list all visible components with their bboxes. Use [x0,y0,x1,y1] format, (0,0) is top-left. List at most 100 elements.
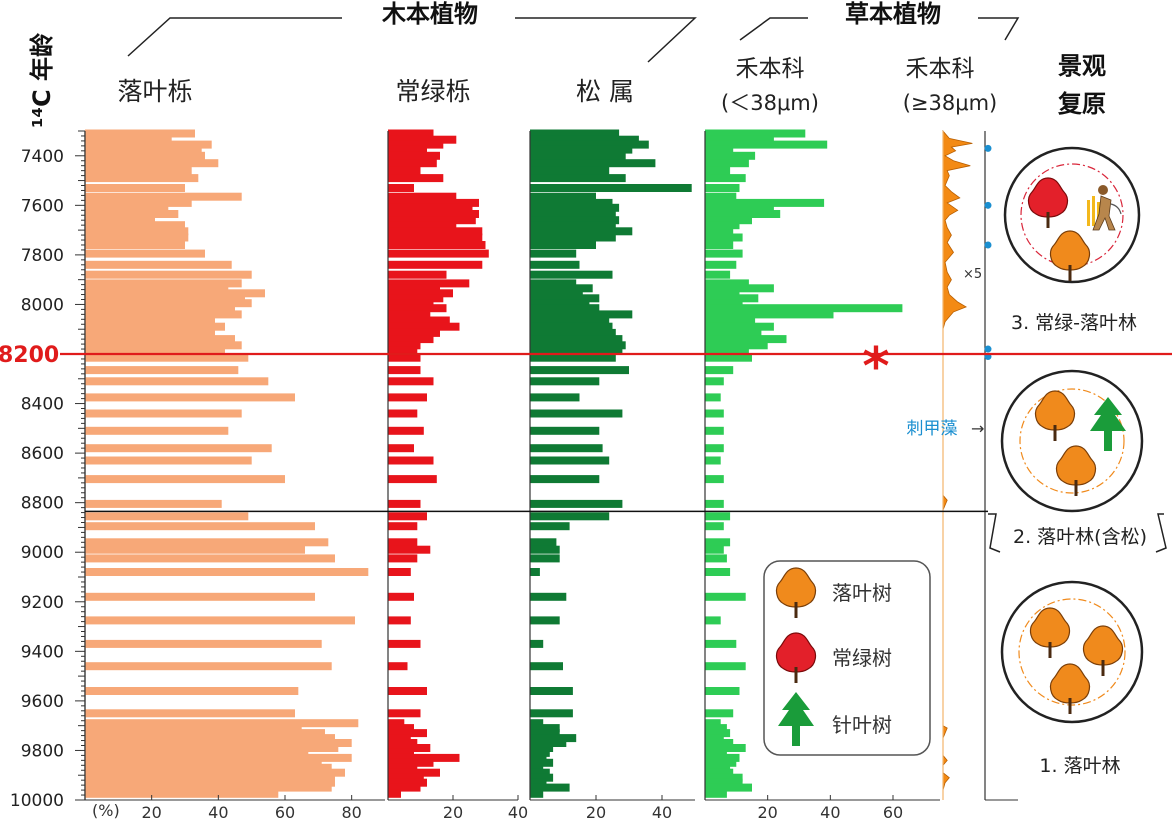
bar-pine [530,773,554,782]
bar-pine [530,294,600,303]
bar-evergreen [388,729,427,738]
bar-grass_small [705,592,746,601]
bar-grass_small [705,662,746,671]
legend: 落叶树 常绿树 针叶树 [763,560,931,756]
age-tick-label: 9000 [21,543,64,563]
bar-pine [530,241,596,249]
bar-deciduous [85,778,335,787]
bar-evergreen [388,554,418,563]
x-tick-label: 40 [820,803,840,821]
bar-grass_small [705,316,756,325]
bar-pine [530,409,623,418]
event-marker: * [862,337,889,397]
deciduous-tree-icon [1055,445,1097,496]
bar-evergreen [388,687,427,695]
landscape-zone-1: 1. 落叶林 [1000,580,1144,777]
bar-grass_small [705,393,721,402]
bar-grass_small [705,335,787,344]
bar-deciduous [85,294,245,303]
bar-pine [530,783,570,792]
bar-evergreen [388,341,421,350]
bar-deciduous [85,789,279,798]
bar-evergreen [388,538,418,547]
age-tick-label: 8000 [21,295,64,315]
bar-deciduous [85,744,339,752]
bar-grass_small [705,456,721,465]
x-tick-label: 20 [443,803,463,821]
bar-deciduous [85,270,252,279]
zone2-caption: 2. 落叶林(含松) [1013,526,1147,548]
bar-grass_small [705,221,740,230]
bar-evergreen [388,203,473,212]
bar-evergreen [388,145,427,154]
bar-pine [530,192,596,201]
bar-deciduous [85,538,329,547]
bar-evergreen [388,662,408,671]
bar-deciduous [85,335,235,344]
bar-grass_small [705,475,724,484]
bar-deciduous [85,129,195,138]
bar-grass_small [705,409,724,418]
bar-pine [530,227,633,236]
bar-deciduous [85,353,249,362]
bar-pine [530,346,623,355]
bar-evergreen [388,270,447,279]
panel-title-grass-large: 禾本科 [906,56,975,82]
herb-bracket-left [739,17,808,41]
dinoflagellate-dot [984,345,992,353]
bar-evergreen [388,616,411,625]
bar-grass_small [705,778,743,787]
bar-grass_small [705,216,752,225]
age-axis-title: ¹⁴C 年龄 [28,32,56,128]
bar-evergreen [388,304,447,313]
bar-evergreen [388,456,434,465]
bar-pine [530,366,629,375]
bar-pine [530,709,573,718]
bar-grass_small [705,346,749,355]
bar-pine [530,279,577,288]
bar-evergreen [388,499,421,508]
bar-pine [530,233,616,242]
bar-deciduous [85,322,225,331]
bar-grass_small [705,719,721,728]
bar-grass_small [705,322,774,331]
bar-evergreen [388,221,457,230]
bar-grass_small [705,444,724,453]
bar-pine [530,753,547,762]
bar-evergreen [388,758,434,767]
bar-grass_small [705,739,734,747]
bar-evergreen [388,241,486,249]
bar-deciduous [85,299,252,308]
evergreen-tree-icon [775,632,817,683]
bar-pine [530,304,600,313]
legend-item-evergreen: 常绿树 [775,632,892,683]
bar-evergreen [388,592,414,601]
bar-pine [530,129,620,138]
herb-group-title: 草本植物 [845,0,941,28]
bar-deciduous [85,616,355,625]
bar-deciduous [85,366,239,375]
bar-grass_small [705,783,752,792]
bar-pine [530,687,573,695]
bar-grass_small [705,426,724,435]
bar-grass_small [705,151,756,160]
bar-grass_small [705,545,724,554]
bar-grass_small [705,260,737,269]
bar-deciduous [85,426,229,435]
bar-evergreen [388,768,440,777]
bar-deciduous [85,284,229,293]
bar-pine [530,444,603,453]
bar-deciduous [85,512,249,521]
zone-lines [60,352,1172,513]
bar-pine [530,210,616,218]
bar-evergreen [388,709,421,718]
deciduous-tree-icon [1029,607,1071,658]
age-tick-label: 9800 [21,741,64,761]
bar-evergreen [388,444,414,453]
bar-grass_small [705,341,768,350]
bar-grass_small [705,227,734,236]
bar-deciduous [85,210,179,218]
bar-deciduous [85,545,305,554]
bar-pine [530,768,550,777]
